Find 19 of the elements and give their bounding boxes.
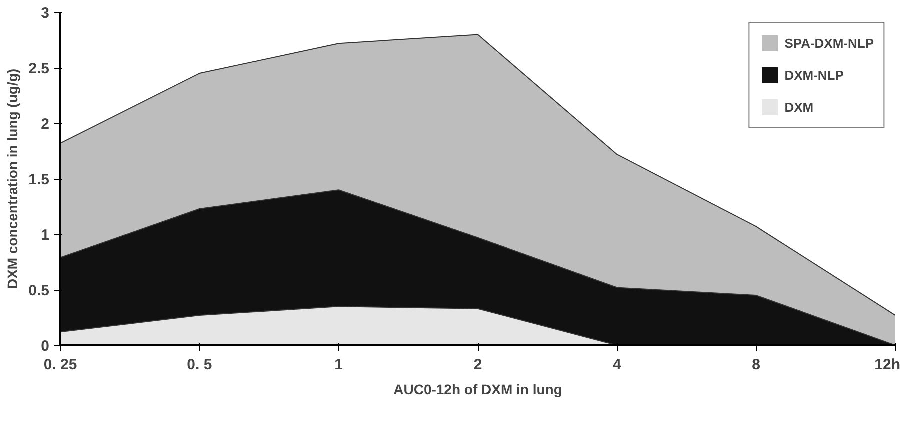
- y-tick-label: 0.5: [28, 282, 50, 300]
- x-axis-title: AUC0-12h of DXM in lung: [394, 382, 562, 398]
- x-tick-label: 0. 25: [44, 356, 78, 374]
- x-tick-label: 0. 5: [187, 356, 212, 374]
- legend-label: SPA-DXM-NLP: [784, 36, 874, 50]
- x-tick-label: 4: [612, 356, 622, 374]
- x-tick-label: 8: [752, 356, 761, 374]
- x-tick-label: 12h: [874, 356, 901, 374]
- y-tick-label: 2.5: [28, 60, 50, 78]
- y-tick-label: 2: [41, 116, 50, 133]
- y-tick-label: 1: [41, 227, 50, 244]
- x-tick-label: 2: [474, 356, 482, 374]
- legend-label: DXM-NLP: [784, 68, 844, 82]
- y-tick-label: 0: [41, 338, 50, 355]
- legend-label: DXM: [784, 100, 814, 114]
- y-tick-label: 3: [41, 5, 50, 22]
- y-axis-title: DXM concentration in lung (ug/g): [4, 68, 21, 290]
- y-tick-label: 1.5: [28, 172, 50, 188]
- x-tick-label: 1: [334, 356, 344, 374]
